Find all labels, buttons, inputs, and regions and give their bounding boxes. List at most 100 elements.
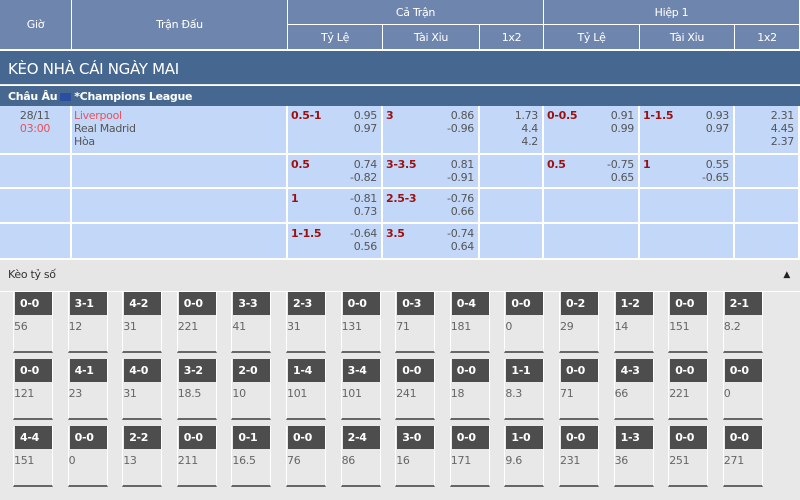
score-card[interactable]: 0-0 56 xyxy=(13,292,53,353)
away-team[interactable]: Real Madrid xyxy=(74,122,136,135)
score-label: 1-1 xyxy=(506,359,544,382)
score-card[interactable]: 4-2 31 xyxy=(122,292,163,353)
caret-up-icon[interactable]: ▲ xyxy=(783,270,790,280)
score-card[interactable]: 4-1 23 xyxy=(67,359,108,420)
score-label: 0-0 xyxy=(670,426,708,449)
odds-cell: 2.5-3 -0.76 0.66 xyxy=(383,189,480,224)
odd-over[interactable]: 0.81 xyxy=(450,158,475,171)
odd-over[interactable]: 0.95 xyxy=(353,109,378,122)
score-card[interactable]: 1-3 36 xyxy=(613,426,654,487)
league-name: *Champions League xyxy=(74,90,193,103)
score-card[interactable]: 0-0 0 xyxy=(722,359,763,420)
home-team[interactable]: Liverpool xyxy=(74,109,122,122)
score-card[interactable]: 0-3 71 xyxy=(395,292,436,353)
score-card[interactable]: 0-0 241 xyxy=(395,359,436,420)
score-card[interactable]: 4-0 31 xyxy=(122,359,163,420)
score-label: 0-0 xyxy=(69,426,107,449)
score-card[interactable]: 0-4 181 xyxy=(449,292,490,353)
correct-score-bar[interactable]: Kèo tỷ số ▲ xyxy=(0,260,800,292)
score-label: 3-3 xyxy=(233,292,271,315)
score-odd: 121 xyxy=(14,387,35,400)
score-odd: 16.5 xyxy=(232,454,256,467)
score-card[interactable]: 2-0 10 xyxy=(231,359,272,420)
score-card[interactable]: 1-2 14 xyxy=(613,292,654,353)
odd-under[interactable]: -0.96 xyxy=(447,122,474,135)
score-card[interactable]: 0-0 18 xyxy=(449,359,490,420)
score-card[interactable]: 1-4 101 xyxy=(286,359,326,420)
line-value: 0.5 xyxy=(547,158,566,171)
score-odd: 86 xyxy=(341,454,356,467)
score-card[interactable]: 0-2 29 xyxy=(559,292,599,353)
score-card[interactable]: 0-1 16.5 xyxy=(231,426,272,487)
score-card[interactable]: 0-0 221 xyxy=(176,292,217,353)
score-label: 2-4 xyxy=(342,426,380,449)
score-card[interactable]: 4-3 66 xyxy=(613,359,654,420)
odd-under[interactable]: 0.73 xyxy=(353,205,378,218)
score-odd: 271 xyxy=(723,454,744,467)
odd-under[interactable]: 0.56 xyxy=(353,240,378,253)
region: Châu Âu xyxy=(8,90,58,103)
score-card[interactable]: 0-0 271 xyxy=(722,426,763,487)
odd-under[interactable]: 0.66 xyxy=(450,205,475,218)
odds-cell xyxy=(480,189,544,224)
score-card[interactable]: 0-0 251 xyxy=(668,426,709,487)
score-card[interactable]: 1-0 9.6 xyxy=(504,426,545,487)
score-card[interactable]: 2-4 86 xyxy=(340,426,381,487)
score-card[interactable]: 0-0 231 xyxy=(559,426,599,487)
score-odd: 101 xyxy=(341,387,362,400)
line-value: 1-1.5 xyxy=(291,227,322,240)
score-label: 0-2 xyxy=(561,292,598,315)
odd-under[interactable]: -0.82 xyxy=(350,171,377,184)
score-card[interactable]: 2-2 13 xyxy=(122,426,163,487)
score-card[interactable]: 0-0 211 xyxy=(176,426,217,487)
odd-over[interactable]: 0.93 xyxy=(705,109,730,122)
odd-1[interactable]: 2.31 xyxy=(770,109,795,122)
odd-over[interactable]: 0.74 xyxy=(353,158,378,171)
score-odd: 211 xyxy=(177,454,198,467)
score-odd: 31 xyxy=(287,320,301,333)
score-label: 0-0 xyxy=(670,359,708,382)
league-row[interactable]: Châu Âu *Champions League xyxy=(0,85,800,106)
odd-over[interactable]: -0.76 xyxy=(447,192,474,205)
odd-under[interactable]: -0.91 xyxy=(447,171,474,184)
odd-x[interactable]: 4.4 xyxy=(521,122,538,135)
score-card[interactable]: 0-0 71 xyxy=(559,359,599,420)
score-card[interactable]: 0-0 221 xyxy=(668,359,709,420)
score-label: 0-0 xyxy=(561,359,598,382)
odd-over[interactable]: -0.64 xyxy=(350,227,377,240)
score-card[interactable]: 3-2 18.5 xyxy=(176,359,217,420)
odd-over[interactable]: -0.74 xyxy=(447,227,474,240)
odd-under[interactable]: 0.65 xyxy=(610,171,635,184)
score-card[interactable]: 0-0 76 xyxy=(286,426,326,487)
odd-under[interactable]: 0.97 xyxy=(705,122,730,135)
odd-over[interactable]: 0.55 xyxy=(705,158,730,171)
odd-under[interactable]: -0.65 xyxy=(702,171,729,184)
score-card[interactable]: 0-0 121 xyxy=(13,359,53,420)
odd-under[interactable]: 0.99 xyxy=(610,122,635,135)
odd-1[interactable]: 1.73 xyxy=(514,109,539,122)
score-card[interactable]: 0-0 151 xyxy=(668,292,709,353)
odd-over[interactable]: 0.86 xyxy=(450,109,475,122)
score-card[interactable]: 2-3 31 xyxy=(286,292,326,353)
score-card[interactable]: 0-0 0 xyxy=(67,426,108,487)
score-card[interactable]: 0-0 0 xyxy=(504,292,545,353)
odd-over[interactable]: -0.81 xyxy=(350,192,377,205)
score-card[interactable]: 3-0 16 xyxy=(395,426,436,487)
score-card[interactable]: 2-1 8.2 xyxy=(722,292,763,353)
odd-2[interactable]: 2.37 xyxy=(770,135,795,148)
odd-over[interactable]: 0.91 xyxy=(610,109,635,122)
odds-cell: 28/11 03:00 xyxy=(0,106,72,155)
score-card[interactable]: 1-1 8.3 xyxy=(504,359,545,420)
odd-under[interactable]: 0.64 xyxy=(450,240,475,253)
score-card[interactable]: 0-0 131 xyxy=(340,292,381,353)
odd-under[interactable]: 0.97 xyxy=(353,122,378,135)
odd-over[interactable]: -0.75 xyxy=(607,158,634,171)
score-card[interactable]: 3-1 12 xyxy=(67,292,108,353)
score-card[interactable]: 0-0 171 xyxy=(449,426,490,487)
score-card[interactable]: 3-4 101 xyxy=(340,359,381,420)
odd-x[interactable]: 4.45 xyxy=(770,122,795,135)
score-card[interactable]: 3-3 41 xyxy=(231,292,272,353)
score-card[interactable]: 4-4 151 xyxy=(13,426,53,487)
odd-2[interactable]: 4.2 xyxy=(521,135,538,148)
score-label: 0-0 xyxy=(724,359,762,382)
